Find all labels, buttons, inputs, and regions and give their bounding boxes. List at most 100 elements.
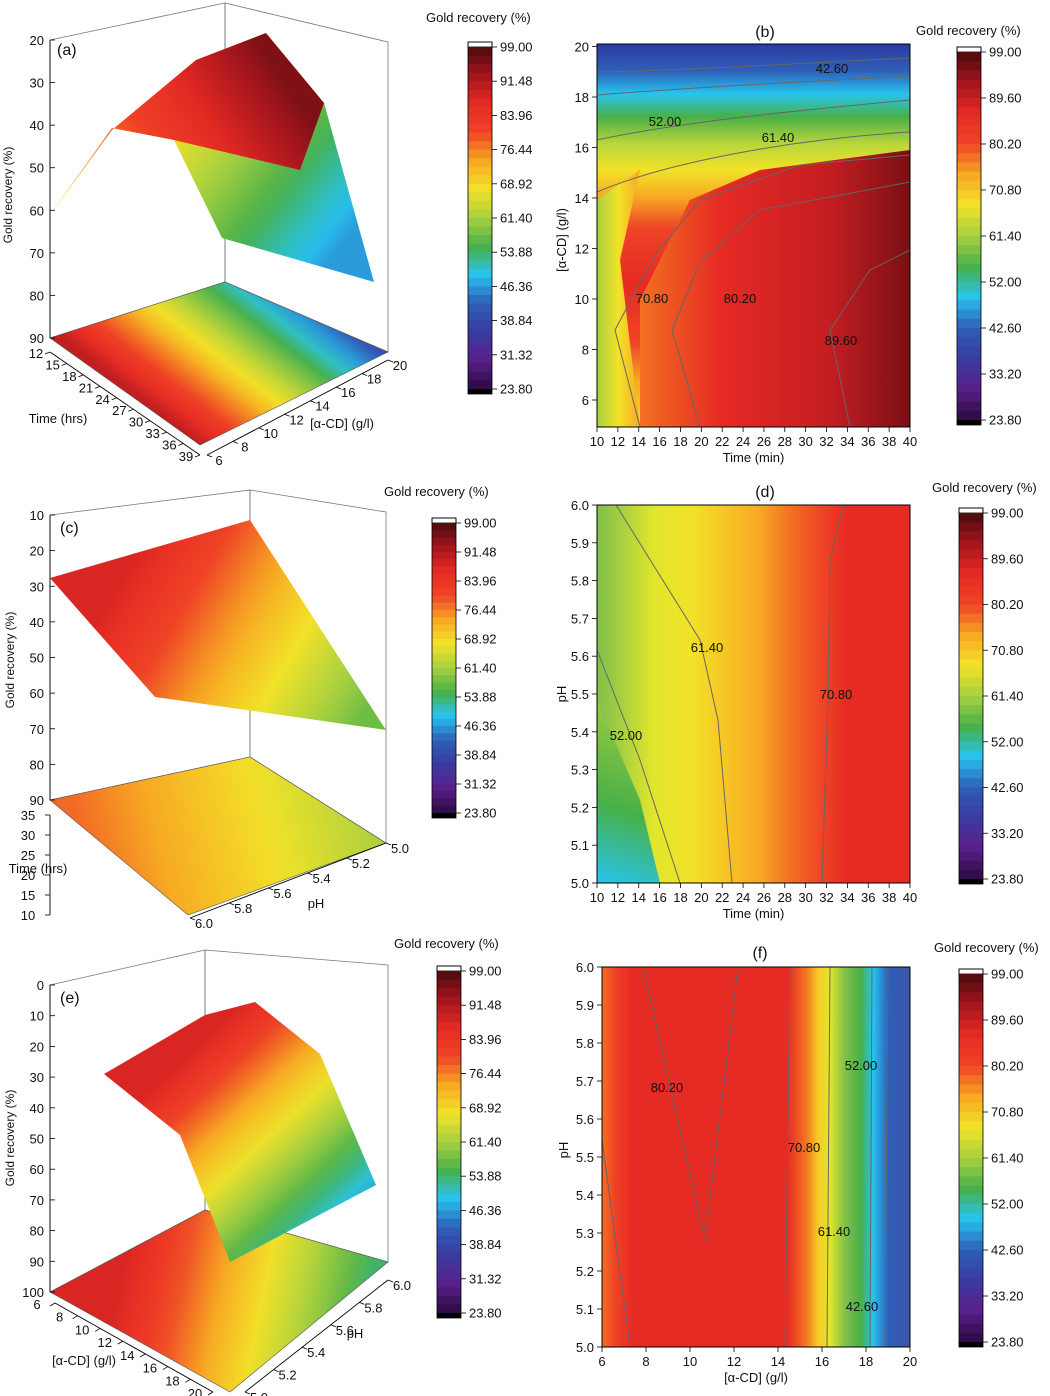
colorbar-band bbox=[959, 1185, 983, 1196]
colorbar-band bbox=[959, 1240, 983, 1251]
floor-axis-2-tick-label: 5.8 bbox=[364, 1300, 382, 1315]
x-axis-label: [α-CD] (g/l) bbox=[724, 1370, 788, 1385]
colorbar-band bbox=[959, 549, 983, 560]
panel-label: (a) bbox=[57, 42, 77, 59]
colorbar-band bbox=[437, 1176, 461, 1186]
colorbar-band bbox=[959, 567, 983, 578]
contour-line bbox=[829, 249, 910, 427]
colorbar-title: Gold recovery (%) bbox=[934, 940, 1039, 955]
colorbar-band bbox=[957, 79, 981, 90]
floor-axis-2-tick-label: 5.4 bbox=[307, 1345, 325, 1360]
colorbar-band bbox=[957, 282, 981, 292]
colorbar-band bbox=[437, 1270, 461, 1280]
colorbar-level: 70.80 bbox=[989, 183, 1022, 198]
panel-label: (c) bbox=[60, 520, 79, 537]
colorbar-band bbox=[468, 294, 492, 305]
colorbar-band bbox=[959, 805, 983, 816]
colorbar-band bbox=[437, 1047, 461, 1058]
colorbar-5: Gold recovery (%) 99.00 89.60 80.20 70.80 61.… bbox=[934, 940, 1039, 1350]
contour-fill bbox=[602, 967, 910, 1347]
y-tick-label: 8 bbox=[582, 343, 589, 358]
floor-axis-1-tick bbox=[144, 420, 151, 424]
colorbar-band bbox=[959, 1121, 983, 1131]
colorbar-band bbox=[437, 996, 461, 1006]
colorbar-band bbox=[432, 581, 456, 589]
contour-label: 52.00 bbox=[610, 728, 643, 743]
colorbar-band bbox=[959, 641, 983, 651]
colorbar-band bbox=[957, 355, 981, 366]
colorbar-band bbox=[959, 1323, 983, 1334]
colorbar-band bbox=[959, 1305, 983, 1315]
contour-field bbox=[597, 44, 910, 427]
colorbar-band bbox=[959, 1139, 983, 1150]
colorbar-band bbox=[959, 778, 983, 789]
colorbar-level: 33.20 bbox=[989, 367, 1022, 382]
colorbar-band bbox=[959, 1075, 983, 1085]
contour-label: 61.40 bbox=[691, 640, 724, 655]
colorbar-level: 52.00 bbox=[991, 1197, 1024, 1212]
colorbar-band bbox=[468, 115, 492, 125]
colorbar-band bbox=[432, 523, 456, 531]
colorbar-level: 61.40 bbox=[989, 229, 1022, 244]
contour-label: 80.20 bbox=[724, 291, 757, 306]
colorbar-band bbox=[437, 988, 461, 998]
floor-axis-1-tick-label: 21 bbox=[79, 380, 93, 395]
x-tick-label: 18 bbox=[673, 434, 687, 449]
x-tick-label: 24 bbox=[736, 434, 750, 449]
floor-axis-2-tick bbox=[273, 1369, 279, 1372]
colorbar-band bbox=[959, 1250, 983, 1260]
colorbar-1: Gold recovery (%) 99.00 89.60 80.20 70.80 61.… bbox=[916, 23, 1022, 428]
colorbar-band bbox=[959, 1084, 983, 1095]
colorbar-level: 80.20 bbox=[991, 1059, 1024, 1074]
y-tick-label: 5.1 bbox=[576, 1302, 594, 1317]
contour-line bbox=[597, 75, 910, 96]
colorbar-band bbox=[959, 1148, 983, 1159]
y-tick-label: 5.2 bbox=[571, 800, 589, 815]
x-tick-label: 12 bbox=[611, 890, 625, 905]
colorbar-level: 38.84 bbox=[500, 313, 533, 328]
x-tick-label: 22 bbox=[715, 890, 729, 905]
colorbar-band bbox=[432, 573, 456, 582]
colorbar-level: 23.80 bbox=[991, 872, 1024, 887]
x-tick-label: 12 bbox=[727, 1354, 741, 1369]
colorbar-level: 38.84 bbox=[464, 748, 497, 763]
colorbar-band bbox=[957, 410, 981, 421]
colorbar-band bbox=[957, 401, 981, 412]
colorbar-band bbox=[437, 1210, 461, 1220]
z-tick-label: 20 bbox=[30, 33, 44, 48]
x-tick-label: 40 bbox=[903, 434, 917, 449]
floor-axis-2-tick bbox=[307, 872, 313, 876]
floor-axis-1-title: [α-CD] (g/l) bbox=[52, 1353, 116, 1368]
floor-axis-2-tick-label: 14 bbox=[315, 399, 329, 414]
floor-axis-1-tick bbox=[178, 443, 184, 446]
colorbar-band bbox=[468, 312, 492, 322]
floor-axis-1 bbox=[49, 351, 201, 456]
floor-axis-1-tick bbox=[78, 374, 84, 378]
x-axis-label: Time (min) bbox=[723, 906, 785, 921]
colorbar-band bbox=[957, 88, 981, 99]
colorbar-band bbox=[959, 869, 983, 880]
colorbar-band bbox=[432, 617, 456, 626]
contour-label: 61.40 bbox=[762, 130, 795, 145]
floor-axis-2-tick bbox=[336, 386, 342, 390]
colorbar-title: Gold recovery (%) bbox=[932, 480, 1037, 495]
colorbar-title: Gold recovery (%) bbox=[394, 936, 499, 951]
colorbar-band bbox=[468, 346, 492, 356]
surface-panel-2: 10 20 30 40 50 60 70 80 90 Gold recovery (%) (c) 10… bbox=[3, 489, 409, 931]
colorbar-cap-min bbox=[432, 813, 456, 818]
contour-line bbox=[884, 967, 889, 1347]
floor-axis-1-title: Time (hrs) bbox=[9, 861, 68, 876]
colorbar-level: 99.00 bbox=[500, 40, 533, 55]
z-tick-label: 90 bbox=[30, 1254, 44, 1269]
z-tick-label: 10 bbox=[30, 1009, 44, 1024]
x-tick-label: 6 bbox=[598, 1354, 605, 1369]
colorbar-band bbox=[437, 1218, 461, 1229]
colorbar-band bbox=[437, 1159, 461, 1169]
colorbar-band bbox=[959, 787, 983, 798]
x-tick-label: 18 bbox=[673, 890, 687, 905]
x-tick-label: 32 bbox=[819, 434, 833, 449]
floor-axis-1-tick bbox=[61, 363, 67, 366]
colorbar-level: 53.88 bbox=[464, 690, 497, 705]
